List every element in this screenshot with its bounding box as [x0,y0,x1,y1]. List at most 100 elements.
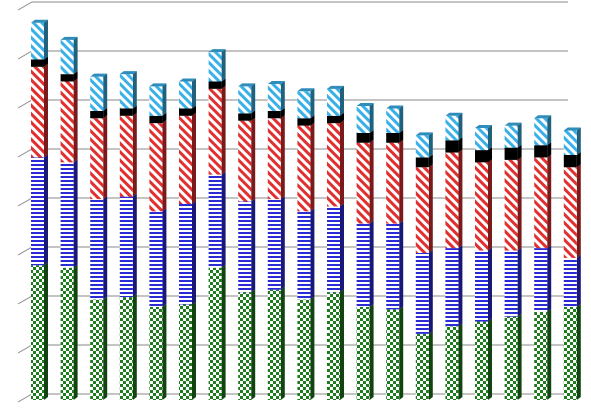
bar-segment-side [192,301,196,400]
bar-segment-side [162,303,167,400]
bar-stack [31,19,48,400]
bar-segment-side [73,78,78,163]
bar-segment-side [73,71,78,82]
bar-segment-side [369,220,374,307]
bar-top-cap [238,83,256,87]
bar-segment-side [340,112,344,124]
bar-stack [297,88,315,400]
bar-segment [31,59,44,67]
bar-segment-side [251,110,256,121]
bar-segment [90,76,104,111]
bar-segment [31,22,44,60]
bar-segment-side [280,107,285,119]
bar-segment-side [132,105,137,116]
bar-segment [356,132,370,143]
bar-segment-side [399,139,404,224]
bar-segment [297,125,311,212]
bar-segment-side [369,103,374,133]
bar-segment-side [132,193,137,298]
bar-segment-side [310,115,315,126]
bar-segment [415,167,429,253]
bar-segment [445,248,459,327]
bar-segment [179,115,192,204]
bar-segment-side [103,107,108,119]
bar-segment [475,321,488,400]
bar-segment-side [458,137,463,153]
bar-segment [267,118,281,200]
bar-segment-side [576,303,581,400]
bar-segment-side [547,245,552,312]
bar-segment-side [428,250,433,334]
bar-segment [534,157,548,249]
bar-segment [238,113,252,121]
bar-segment-side [73,159,78,268]
bar-top-cap [445,112,463,116]
bar-segment-side [428,164,433,253]
bar-segment-side [251,83,256,114]
bar-segment [267,199,281,290]
bar-segment [504,125,518,148]
bar-segment [208,52,222,82]
bar-segment [31,66,44,158]
bar-segment [475,250,488,322]
bar-segment-side [162,112,167,124]
bar-segment-side [192,78,196,109]
bar-segment-side [576,164,581,258]
bar-segment [563,257,577,307]
bar-stack [534,115,552,400]
bar-segment [386,142,400,224]
bar-segment-side [369,129,374,143]
bar-stack [119,71,137,400]
bar-stack [504,122,522,400]
bar-segment-side [458,245,463,327]
bar-segment [119,297,133,400]
bar-segment [149,211,163,307]
bar-segment-side [221,85,226,175]
bar-segment-side [221,78,226,89]
bar-segment-side [428,132,433,158]
bar-segment [297,211,311,300]
bar-segment [60,39,74,75]
bar-segment [90,199,104,300]
bar-segment-side [103,115,108,200]
bar-segment [504,159,518,251]
bar-segment-side [547,142,552,158]
bar-segment-side [488,147,492,163]
bar-segment-side [221,264,226,400]
bar-top-cap [90,73,108,77]
bar-segment-side [310,296,315,400]
bar-segment [90,110,104,119]
bar-segment [208,267,222,400]
bar-segment-side [44,154,48,266]
bar-segment [415,135,429,158]
bar-segment-side [576,254,581,307]
bar-segment-side [44,19,48,60]
bar-segment-side [458,323,463,400]
bar-segment-side [399,129,404,143]
bar-segment [119,196,133,298]
bar-segment [60,267,74,400]
bar-segment [504,316,518,400]
bar-segment-side [251,117,256,202]
bar-stack [149,83,167,400]
bar-top-cap [327,85,344,89]
bar-segment-side [192,105,196,116]
bar-segment [238,201,252,293]
bar-segment [356,306,370,400]
bar-segment [534,118,548,146]
bar-segment-side [517,313,522,400]
bar-segment-side [162,120,167,212]
bar-segment-side [340,120,344,207]
bar-segment-side [547,154,552,249]
bar-segment [415,253,429,334]
bar-top-cap [60,36,78,40]
bar-segment [445,115,459,141]
bar-stack [90,73,108,400]
bar-segment [356,106,370,133]
bar-segment [386,108,400,133]
bar-top-cap [297,88,315,92]
bar-top-cap [119,71,137,75]
bar-segment-side [192,112,196,204]
bar-stack [445,112,463,400]
